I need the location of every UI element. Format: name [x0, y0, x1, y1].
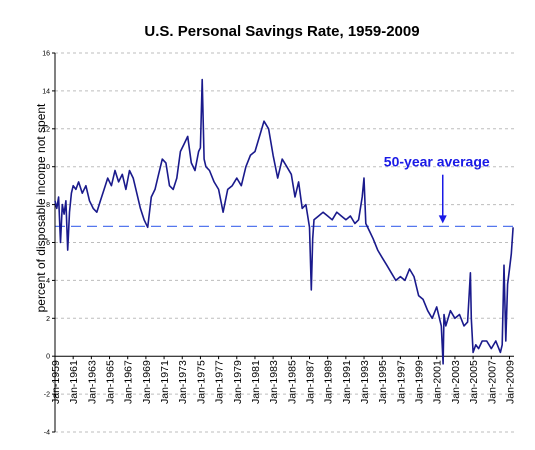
x-tick-label: Jan-2007 — [486, 360, 498, 404]
x-tick-label: Jan-1997 — [395, 360, 407, 404]
x-tick-label: Jan-1985 — [286, 360, 298, 404]
x-tick-label: Jan-1971 — [159, 360, 171, 404]
annotations: 50-year average — [384, 154, 490, 224]
y-tick-label: 6 — [46, 240, 50, 247]
y-tick-label: 10 — [42, 164, 50, 171]
x-tick-label: Jan-1995 — [377, 360, 389, 404]
series-group — [54, 78, 514, 365]
y-axis-label: percent of disposable income not spent — [34, 103, 48, 312]
x-tick-label: Jan-1977 — [214, 360, 226, 404]
x-tick-label: Jan-1979 — [232, 360, 244, 404]
y-tick-label: 4 — [46, 278, 50, 285]
y-tick-label: 16 — [42, 51, 50, 58]
y-tick-label: -4 — [44, 430, 50, 437]
x-tick-label: Jan-2005 — [468, 360, 480, 404]
axes — [52, 52, 514, 433]
x-tick-label: Jan-2003 — [450, 360, 462, 404]
gridlines — [55, 52, 514, 433]
x-tick-label: Jan-1963 — [86, 360, 98, 404]
savings-rate-line — [54, 78, 514, 365]
x-tick-label: Jan-1959 — [50, 360, 62, 404]
x-tick-label: Jan-1993 — [359, 360, 371, 404]
x-tick-labels: Jan-1959 Jan-1961 Jan-1963 Jan-1965 Jan-1967… — [50, 356, 516, 404]
x-tick-label: Jan-1989 — [323, 360, 335, 404]
x-tick-label: Jan-1981 — [250, 360, 262, 404]
x-tick-label: Jan-2001 — [432, 360, 444, 404]
x-tick-label: Jan-2009 — [504, 360, 516, 404]
average-annotation-label: 50-year average — [384, 154, 490, 170]
x-tick-label: Jan-1999 — [414, 360, 426, 404]
x-tick-label: Jan-1991 — [341, 360, 353, 404]
x-tick-label: Jan-1973 — [177, 360, 189, 404]
x-tick-label: Jan-1961 — [68, 360, 80, 404]
y-tick-label: 8 — [46, 202, 50, 209]
y-tick-labels: -4 -2 0 2 4 6 8 10 12 14 16 — [42, 51, 50, 437]
x-tick-label: Jan-1983 — [268, 360, 280, 404]
x-tick-label: Jan-1987 — [304, 360, 316, 404]
x-tick-label: Jan-1969 — [141, 360, 153, 404]
annotation-arrow-head — [438, 215, 447, 224]
x-tick-label: Jan-1967 — [123, 360, 135, 404]
x-tick-label: Jan-1975 — [195, 360, 207, 404]
x-tick-label: Jan-1965 — [105, 360, 117, 404]
y-tick-label: 0 — [46, 354, 50, 361]
y-tick-label: 2 — [46, 316, 50, 323]
chart-title: U.S. Personal Savings Rate, 1959-2009 — [144, 23, 419, 40]
y-tick-label: 14 — [42, 88, 50, 95]
y-tick-label: -2 — [44, 392, 50, 399]
y-tick-label: 12 — [42, 126, 50, 133]
